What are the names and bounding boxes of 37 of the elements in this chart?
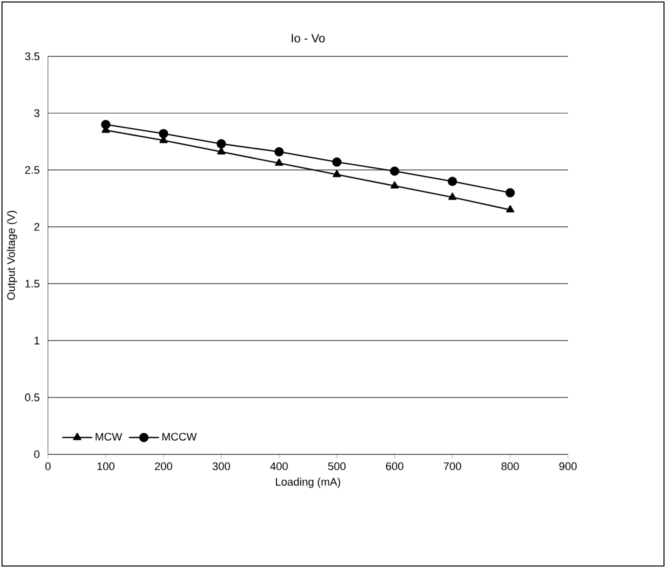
point xyxy=(506,205,514,212)
x-tick-label: 400 xyxy=(270,462,288,470)
y-tick-label: 3.5 xyxy=(25,52,40,60)
x-tick-label: 0 xyxy=(45,462,51,470)
x-tick-label: 700 xyxy=(444,462,462,470)
legend-label: MCW xyxy=(96,432,122,441)
y-tick-label: 1.5 xyxy=(25,280,40,288)
y-tick-label: 3 xyxy=(34,109,40,118)
y-tick-label: 2 xyxy=(34,223,40,231)
x-tick-label: 100 xyxy=(97,462,114,470)
x-tick-label: 900 xyxy=(559,462,577,470)
point xyxy=(274,147,284,156)
chart-title: Io - Vo xyxy=(292,34,325,42)
x-axis-title: Loading (mA) xyxy=(276,478,340,488)
legend-label: MCCW xyxy=(162,432,197,441)
y-axis-title: Output Voltage (V) xyxy=(6,210,18,300)
x-tick-label: 300 xyxy=(212,462,230,470)
point xyxy=(390,166,400,176)
y-tick-label: 0 xyxy=(34,450,40,458)
y-tick-label: 1 xyxy=(34,336,40,344)
point xyxy=(274,158,284,166)
point xyxy=(506,188,515,198)
y-tick-label: 2.5 xyxy=(25,166,40,174)
point xyxy=(158,128,168,138)
point xyxy=(448,192,457,200)
point xyxy=(332,170,341,178)
x-tick-label: 500 xyxy=(328,462,346,470)
point xyxy=(217,147,226,154)
point xyxy=(332,157,342,167)
point xyxy=(390,181,399,189)
y-tick-label: 0.5 xyxy=(25,394,40,402)
x-tick-label: 600 xyxy=(386,462,404,470)
x-tick-label: 200 xyxy=(154,462,172,470)
point xyxy=(216,139,226,148)
point xyxy=(101,120,110,130)
x-tick-label: 800 xyxy=(502,462,519,470)
point xyxy=(448,176,458,186)
